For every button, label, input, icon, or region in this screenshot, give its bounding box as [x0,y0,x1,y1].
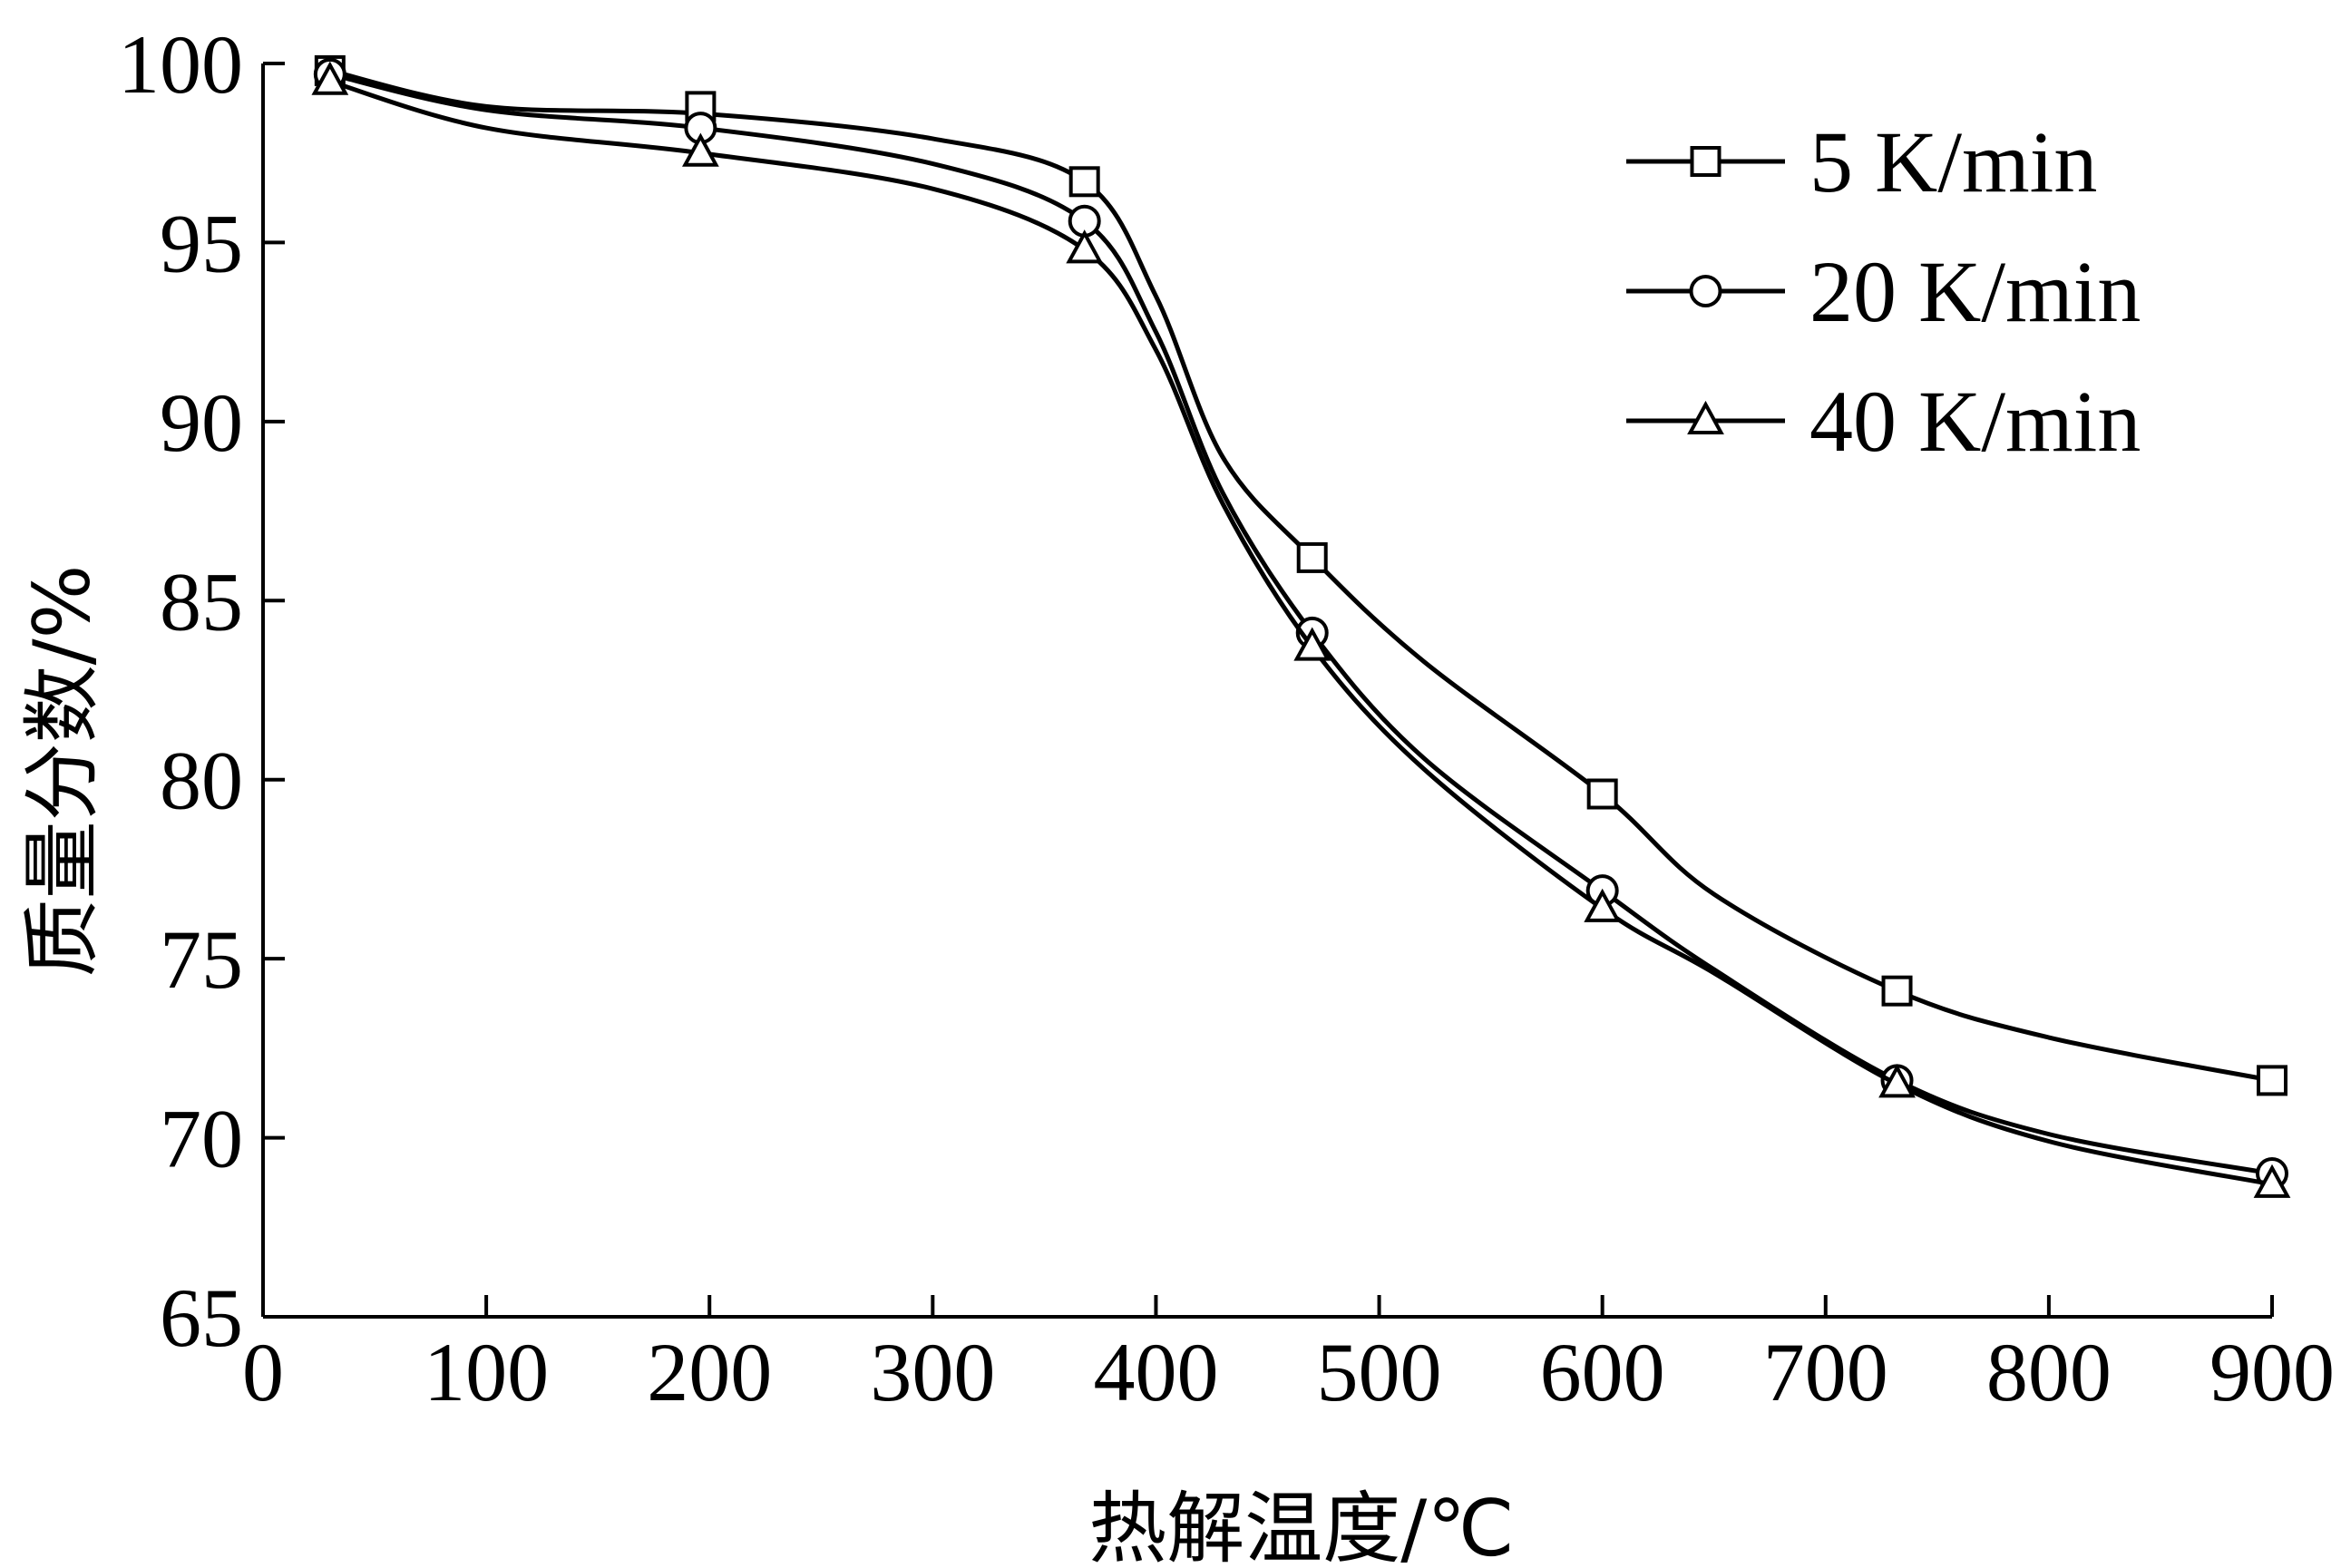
x-tick-label: 400 [1093,1326,1218,1418]
y-tick-label: 75 [160,913,243,1006]
x-tick-label: 0 [242,1326,284,1418]
data-point-marker [1293,627,1331,661]
series-circle [313,57,2288,1191]
y-tick-label: 65 [160,1271,243,1364]
x-tick-label: 700 [1763,1326,1888,1418]
data-point-marker [2257,1065,2287,1096]
data-point-marker [2253,1164,2291,1198]
y-tick-label: 95 [160,197,243,289]
legend-marker [1689,275,1722,307]
legend-label: 5 K/min [1809,113,2097,210]
legend: 5 K/min 20 K/min 40 K/min [1626,113,2141,470]
legend-marker [1690,146,1722,177]
y-axis-title: 质量分数/% [17,565,108,978]
axes [261,63,2272,1319]
y-tick-label: 100 [118,18,243,111]
series-layer [311,54,2291,1198]
legend-label: 20 K/min [1809,243,2141,340]
x-axis-title: 热解温度/℃ [1088,1484,1515,1568]
x-tick-label: 800 [1986,1326,2112,1418]
data-point-marker [1881,975,1913,1007]
series-square [314,54,2287,1096]
x-tick-label: 100 [424,1326,549,1418]
y-tick-label: 80 [160,735,243,827]
data-point-marker [1586,778,1618,810]
data-point-marker [1066,229,1104,264]
legend-marker [1687,400,1724,434]
data-point-marker [311,61,349,95]
legend-entry: 40 K/min [1626,373,2141,470]
ticks: 0 100 200 300 400 500 600 700 800 900 65 70 75 80 85 90… [118,18,2335,1418]
series-line [329,68,2273,1083]
legend-label: 40 K/min [1809,373,2141,470]
x-tick-label: 200 [647,1326,772,1418]
legend-entry: 20 K/min [1626,243,2141,340]
y-tick-label: 70 [160,1093,243,1185]
legend-entry: 5 K/min [1626,113,2097,210]
data-point-marker [682,132,719,167]
data-point-marker [1878,1064,1916,1098]
data-point-marker [1584,888,1622,922]
x-tick-label: 500 [1317,1326,1442,1418]
y-tick-label: 85 [160,555,243,648]
series-triangle [311,61,2291,1198]
y-tick-label: 90 [160,376,243,469]
x-tick-label: 900 [2209,1326,2335,1418]
data-point-marker [1068,166,1100,198]
x-tick-label: 300 [870,1326,995,1418]
data-point-marker [1296,541,1328,573]
x-tick-label: 600 [1540,1326,1665,1418]
